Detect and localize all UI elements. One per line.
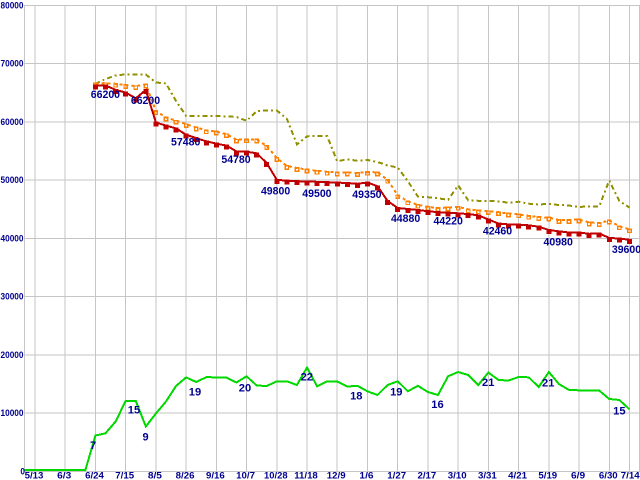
svg-text:22: 22 [301,371,313,383]
svg-text:6/3: 6/3 [57,471,71,480]
svg-text:8/26: 8/26 [176,471,195,480]
svg-text:66200: 66200 [91,89,120,101]
svg-text:6/24: 6/24 [85,471,104,480]
svg-text:19: 19 [390,386,402,398]
svg-text:6/30: 6/30 [599,471,618,480]
svg-text:39600: 39600 [612,244,640,256]
svg-text:11/18: 11/18 [294,471,318,480]
svg-text:30000: 30000 [1,292,24,302]
svg-text:20: 20 [239,382,251,394]
svg-text:7/15: 7/15 [115,471,134,480]
svg-text:44220: 44220 [434,215,463,227]
svg-text:1/6: 1/6 [359,471,373,480]
svg-text:40980: 40980 [544,237,573,249]
svg-text:44880: 44880 [391,213,420,225]
svg-text:21: 21 [482,377,494,389]
svg-text:66200: 66200 [131,95,160,107]
svg-text:15: 15 [128,405,140,417]
svg-text:10/7: 10/7 [236,471,255,480]
svg-text:3/10: 3/10 [448,471,467,480]
svg-text:49800: 49800 [261,185,290,197]
svg-text:8/5: 8/5 [148,471,162,480]
svg-text:42460: 42460 [483,225,512,237]
svg-text:7/14: 7/14 [621,471,640,480]
svg-text:49350: 49350 [352,189,381,201]
svg-text:4/21: 4/21 [508,471,527,480]
svg-text:80000: 80000 [1,0,24,10]
svg-text:9: 9 [142,432,148,444]
svg-text:70000: 70000 [1,59,24,69]
svg-text:50000: 50000 [1,175,24,185]
svg-text:5/13: 5/13 [25,471,44,480]
svg-text:7: 7 [90,440,96,452]
svg-text:16: 16 [431,399,443,411]
svg-text:19: 19 [189,386,201,398]
svg-text:10/28: 10/28 [264,471,288,480]
svg-text:0: 0 [20,466,25,476]
svg-text:21: 21 [542,378,554,390]
svg-text:15: 15 [613,406,625,418]
svg-text:6/9: 6/9 [571,471,585,480]
svg-text:5/19: 5/19 [538,471,557,480]
svg-text:3/31: 3/31 [478,471,497,480]
svg-text:2/17: 2/17 [418,471,437,480]
svg-text:20000: 20000 [1,350,24,360]
svg-text:10000: 10000 [1,408,24,418]
svg-text:54780: 54780 [221,154,250,166]
svg-text:60000: 60000 [1,117,24,127]
svg-text:1/27: 1/27 [387,471,406,480]
svg-text:57480: 57480 [171,137,200,149]
svg-text:12/9: 12/9 [327,471,346,480]
svg-text:18: 18 [350,390,362,402]
svg-text:40000: 40000 [1,233,24,243]
svg-text:9/16: 9/16 [206,471,225,480]
svg-text:49500: 49500 [302,188,331,200]
